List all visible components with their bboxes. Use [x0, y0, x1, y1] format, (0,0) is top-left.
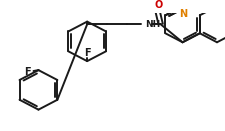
Text: O: O — [154, 0, 162, 10]
Text: F: F — [83, 48, 90, 58]
Text: NH: NH — [144, 20, 159, 29]
Text: N: N — [179, 9, 187, 18]
Text: F: F — [24, 67, 31, 77]
